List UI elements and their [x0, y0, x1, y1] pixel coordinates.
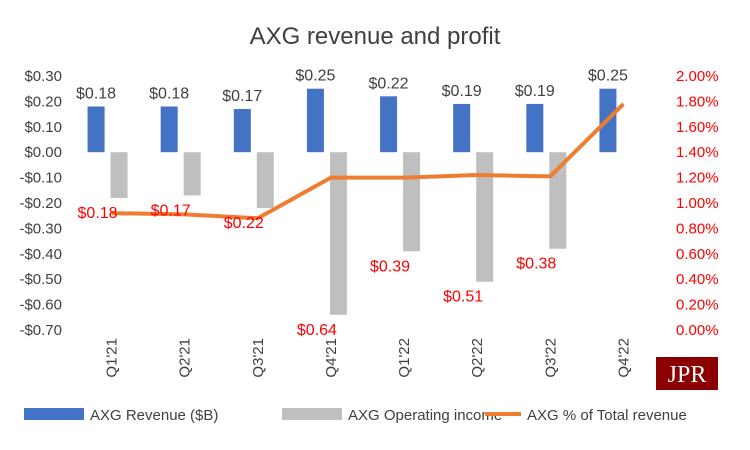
- line-layer: [111, 102, 625, 221]
- logo-text: JPR: [668, 362, 707, 388]
- operating-income-bar: [329, 152, 347, 315]
- revenue-data-label: $0.19: [515, 83, 555, 100]
- operating-income-data-label: $0.51: [443, 289, 483, 306]
- left-tick-label: $0.30: [24, 68, 62, 85]
- operating-income-bar: [476, 152, 494, 282]
- left-tick-label: -$0.60: [19, 297, 62, 314]
- revenue-data-label: $0.22: [369, 75, 409, 92]
- revenue-bar: [526, 103, 544, 153]
- chart-title: AXG revenue and profit: [250, 23, 501, 50]
- revenue-data-label: $0.25: [588, 68, 628, 85]
- right-tick-label: 0.60%: [676, 246, 719, 263]
- left-tick-label: -$0.50: [19, 271, 62, 288]
- legend-swatch: [282, 408, 342, 420]
- right-tick-label: 1.60%: [676, 119, 719, 136]
- right-tick-label: 1.80%: [676, 93, 719, 110]
- operating-income-data-label: $0.38: [516, 256, 556, 273]
- operating-income-data-label: $0.17: [151, 202, 191, 219]
- right-tick-label: 1.20%: [676, 170, 719, 187]
- left-tick-label: $0.10: [24, 119, 62, 136]
- x-tick-label: Q2'21: [177, 338, 194, 378]
- left-tick-label: $0.00: [24, 144, 62, 161]
- right-tick-label: 1.00%: [676, 195, 719, 212]
- left-tick-label: -$0.20: [19, 195, 62, 212]
- right-axis: 2.00% 1.80% 1.60% 1.40% 1.20% 1.00% 0.80% 0.60%…: [676, 68, 719, 339]
- left-tick-label: -$0.30: [19, 220, 62, 237]
- legend-label: AXG Operating income: [348, 407, 502, 424]
- x-tick-label: Q4'22: [615, 338, 632, 378]
- x-tick-label: Q4'21: [323, 338, 340, 378]
- x-tick-label: Q1'22: [396, 338, 413, 378]
- data-labels-layer: $0.18 $0.18 $0.17 $0.25 $0.22 $0.19 $0.19 $0.25…: [76, 68, 628, 339]
- operating-income-data-label: $0.22: [224, 215, 264, 232]
- operating-income-bar: [256, 152, 274, 209]
- revenue-data-label: $0.17: [222, 88, 262, 105]
- percent-of-revenue-line: [111, 102, 625, 221]
- legend-label: AXG Revenue ($B): [90, 407, 218, 424]
- operating-income-data-label: $0.18: [78, 205, 118, 222]
- x-tick-label: Q1'21: [104, 338, 121, 378]
- operating-income-bar: [110, 152, 128, 198]
- revenue-bar: [87, 106, 105, 153]
- left-tick-label: -$0.40: [19, 246, 62, 263]
- operating-income-bar: [549, 152, 567, 249]
- right-tick-label: 2.00%: [676, 68, 719, 85]
- revenue-bar: [453, 103, 471, 153]
- revenue-data-label: $0.25: [295, 68, 335, 85]
- x-tick-label: Q2'22: [469, 338, 486, 378]
- operating-income-bar: [183, 152, 201, 196]
- right-tick-label: 0.80%: [676, 220, 719, 237]
- legend: AXG Revenue ($B) AXG Operating income AXG …: [24, 407, 687, 424]
- left-tick-label: -$0.70: [19, 322, 62, 339]
- x-axis: Q1'21 Q2'21 Q3'21 Q4'21 Q1'22 Q2'22 Q3'22 Q4'22: [104, 338, 633, 378]
- left-tick-label: -$0.10: [19, 170, 62, 187]
- right-tick-label: 0.20%: [676, 297, 719, 314]
- revenue-bar: [233, 109, 251, 153]
- left-tick-label: $0.20: [24, 93, 62, 110]
- operating-income-data-label: $0.64: [297, 322, 337, 339]
- revenue-bar: [380, 96, 398, 153]
- operating-income-bar: [403, 152, 421, 252]
- legend-swatch: [24, 408, 84, 420]
- jpr-logo: JPR: [656, 357, 718, 390]
- right-tick-label: 0.00%: [676, 322, 719, 339]
- bars-layer: [87, 88, 617, 315]
- right-tick-label: 1.40%: [676, 144, 719, 161]
- right-tick-label: 0.40%: [676, 271, 719, 288]
- left-axis: $0.30 $0.20 $0.10 $0.00 -$0.10 -$0.20 -$0.30 -$…: [19, 68, 62, 339]
- operating-income-data-label: $0.39: [370, 258, 410, 275]
- revenue-data-label: $0.19: [442, 83, 482, 100]
- legend-label: AXG % of Total revenue: [527, 407, 687, 424]
- revenue-bar: [306, 88, 324, 153]
- x-tick-label: Q3'21: [250, 338, 267, 378]
- logo-background: [656, 357, 718, 390]
- revenue-data-label: $0.18: [76, 85, 116, 102]
- revenue-bar: [160, 106, 178, 153]
- x-tick-label: Q3'22: [542, 338, 559, 378]
- revenue-data-label: $0.18: [149, 85, 189, 102]
